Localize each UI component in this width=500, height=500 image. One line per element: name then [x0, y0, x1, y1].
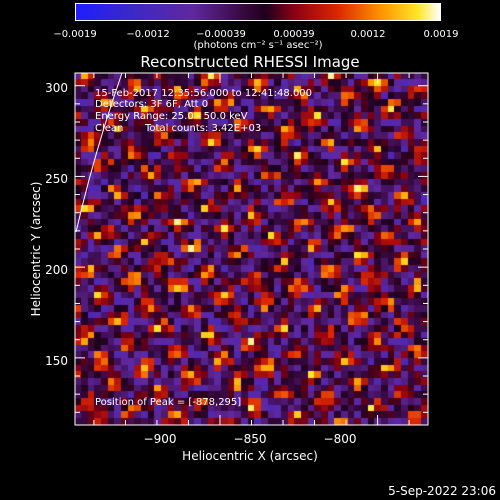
y-tick-label: 150	[45, 354, 68, 368]
y-tick-label: 200	[45, 263, 68, 277]
y-tick-label: 250	[45, 172, 68, 186]
colorbar-tick-label: 0.00039	[273, 29, 315, 40]
solar-limb-line	[75, 72, 123, 233]
colorbar-tick-label: 0.0019	[423, 29, 459, 40]
colorbar-tick-label: −0.0012	[126, 29, 170, 40]
colorbar-tick-label: −0.0019	[53, 29, 97, 40]
annotation-energy-range: Energy Range: 25.0 - 50.0 keV	[95, 111, 248, 122]
annotation-peak-position: Position of Peak = [-878,295]	[95, 397, 242, 408]
x-tick-label: −900	[143, 432, 177, 446]
y-axis-label: Heliocentric Y (arcsec)	[29, 181, 43, 317]
colorbar-unit-label: (photons cm⁻² s⁻¹ asec⁻²)	[193, 40, 323, 51]
footer-date: 5-Sep-2022 23:06	[388, 484, 496, 498]
annotation-method: Clean	[95, 123, 124, 134]
annotation-time-range: 15-Feb-2017 12:35:56.000 to 12:41:48.000	[95, 88, 313, 99]
chart-title: Reconstructed RHESSI Image	[140, 53, 360, 71]
x-tick-label: −850	[233, 432, 267, 446]
colorbar	[75, 3, 441, 21]
annotation-total-counts: Total counts: 3.42E+03	[145, 123, 262, 134]
colorbar-tick-label: −0.00039	[196, 29, 246, 40]
heatmap-canvas	[75, 73, 428, 425]
x-axis-label: Heliocentric X (arcsec)	[182, 449, 318, 463]
colorbar-tick-label: 0.0012	[350, 29, 386, 40]
y-tick-label: 300	[45, 81, 68, 95]
annotation-detectors: Detectors: 3F 6F, Att 0	[95, 99, 209, 110]
x-tick-label: −800	[323, 432, 357, 446]
heatmap-image	[75, 73, 428, 425]
